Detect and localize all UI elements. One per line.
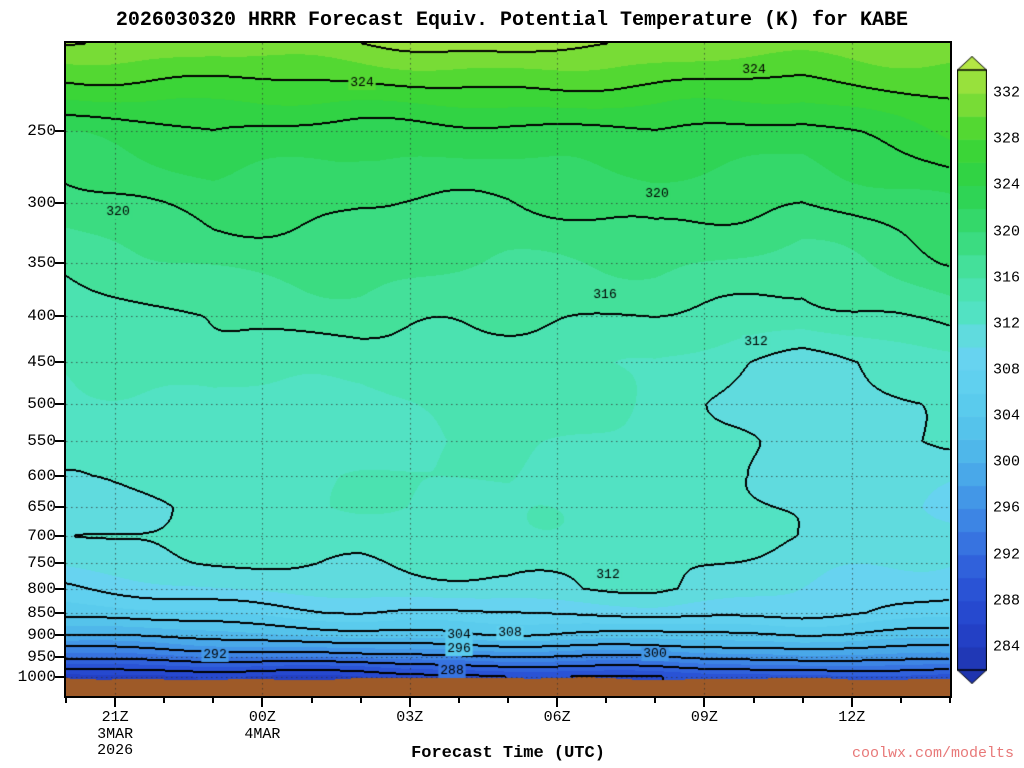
pressure-tick-mark xyxy=(55,475,64,477)
time-tick-mark xyxy=(458,698,460,703)
time-tick-mark xyxy=(65,698,67,703)
pressure-tick-label: 900 xyxy=(27,626,56,645)
pressure-tick-mark xyxy=(55,676,64,678)
colorbar-tick-label: 316 xyxy=(993,269,1021,287)
pressure-tick-mark xyxy=(55,634,64,636)
time-tick-mark xyxy=(311,698,313,703)
plot-area xyxy=(64,41,952,698)
pressure-tick-label: 950 xyxy=(27,647,56,666)
time-tick-mark xyxy=(360,698,362,703)
colorbar-tick-label: 332 xyxy=(993,84,1021,102)
time-tick-label: 06Z xyxy=(543,709,571,726)
pressure-tick-label: 800 xyxy=(27,579,56,598)
time-tick-mark xyxy=(949,698,951,703)
time-tick-mark xyxy=(605,698,607,703)
pressure-tick-mark xyxy=(55,262,64,264)
pressure-tick-label: 1000 xyxy=(17,667,56,686)
colorbar-tick-label: 300 xyxy=(993,453,1021,471)
time-tick-mark xyxy=(114,698,116,707)
theta-e-cross-section-canvas xyxy=(66,43,950,696)
date-label: 3MAR xyxy=(97,726,134,743)
time-tick-mark xyxy=(507,698,509,703)
date-label: 2026 xyxy=(97,742,134,759)
pressure-tick-mark xyxy=(55,506,64,508)
pressure-tick-mark xyxy=(55,361,64,363)
time-tick-label: 21Z xyxy=(101,709,129,726)
pressure-tick-label: 400 xyxy=(27,306,56,325)
pressure-tick-label: 500 xyxy=(27,394,56,413)
pressure-tick-label: 250 xyxy=(27,121,56,140)
pressure-tick-mark xyxy=(55,440,64,442)
colorbar-tick-label: 308 xyxy=(993,361,1021,379)
colorbar-tick-label: 320 xyxy=(993,223,1021,241)
pressure-tick-mark xyxy=(55,612,64,614)
time-tick-mark xyxy=(261,698,263,707)
colorbar-tick-label: 284 xyxy=(993,638,1021,656)
time-tick-mark xyxy=(851,698,853,707)
pressure-tick-label: 350 xyxy=(27,254,56,273)
time-tick-mark xyxy=(753,698,755,703)
colorbar-tick-label: 328 xyxy=(993,130,1021,148)
pressure-tick-mark xyxy=(55,562,64,564)
colorbar-tick-label: 288 xyxy=(993,592,1021,610)
pressure-tick-label: 600 xyxy=(27,466,56,485)
time-tick-mark xyxy=(802,698,804,703)
pressure-tick-label: 850 xyxy=(27,603,56,622)
colorbar-tick-label: 324 xyxy=(993,176,1021,194)
x-axis-title: Forecast Time (UTC) xyxy=(411,744,605,763)
pressure-tick-label: 450 xyxy=(27,353,56,372)
pressure-tick-label: 650 xyxy=(27,498,56,517)
pressure-tick-label: 750 xyxy=(27,554,56,573)
pressure-tick-mark xyxy=(55,403,64,405)
pressure-tick-mark xyxy=(55,656,64,658)
pressure-tick-label: 300 xyxy=(27,193,56,212)
time-tick-mark xyxy=(703,698,705,707)
colorbar-strip xyxy=(957,56,987,684)
pressure-tick-mark xyxy=(55,535,64,537)
time-tick-mark xyxy=(212,698,214,703)
time-tick-label: 03Z xyxy=(396,709,424,726)
colorbar-tick-label: 296 xyxy=(993,499,1021,517)
time-tick-label: 09Z xyxy=(690,709,718,726)
time-tick-label: 12Z xyxy=(838,709,866,726)
pressure-tick-mark xyxy=(55,130,64,132)
colorbar: 332 328 324 320 316 312 308 304 300 296 292 288 284 xyxy=(957,56,1023,688)
time-tick-mark xyxy=(163,698,165,703)
pressure-tick-label: 700 xyxy=(27,527,56,546)
time-tick-label: 00Z xyxy=(248,709,276,726)
time-tick-mark xyxy=(556,698,558,707)
colorbar-tick-label: 292 xyxy=(993,546,1021,564)
colorbar-tick-label: 312 xyxy=(993,315,1021,333)
time-tick-mark xyxy=(654,698,656,703)
date-label: 4MAR xyxy=(244,726,281,743)
pressure-tick-mark xyxy=(55,315,64,317)
pressure-tick-mark xyxy=(55,588,64,590)
pressure-tick-label: 550 xyxy=(27,432,56,451)
time-tick-mark xyxy=(409,698,411,707)
time-tick-mark xyxy=(900,698,902,703)
watermark-text: coolwx.com/modelts xyxy=(851,745,1014,762)
chart-title: 2026030320 HRRR Forecast Equiv. Potentia… xyxy=(115,9,909,32)
colorbar-tick-label: 304 xyxy=(993,407,1021,425)
pressure-tick-mark xyxy=(55,202,64,204)
